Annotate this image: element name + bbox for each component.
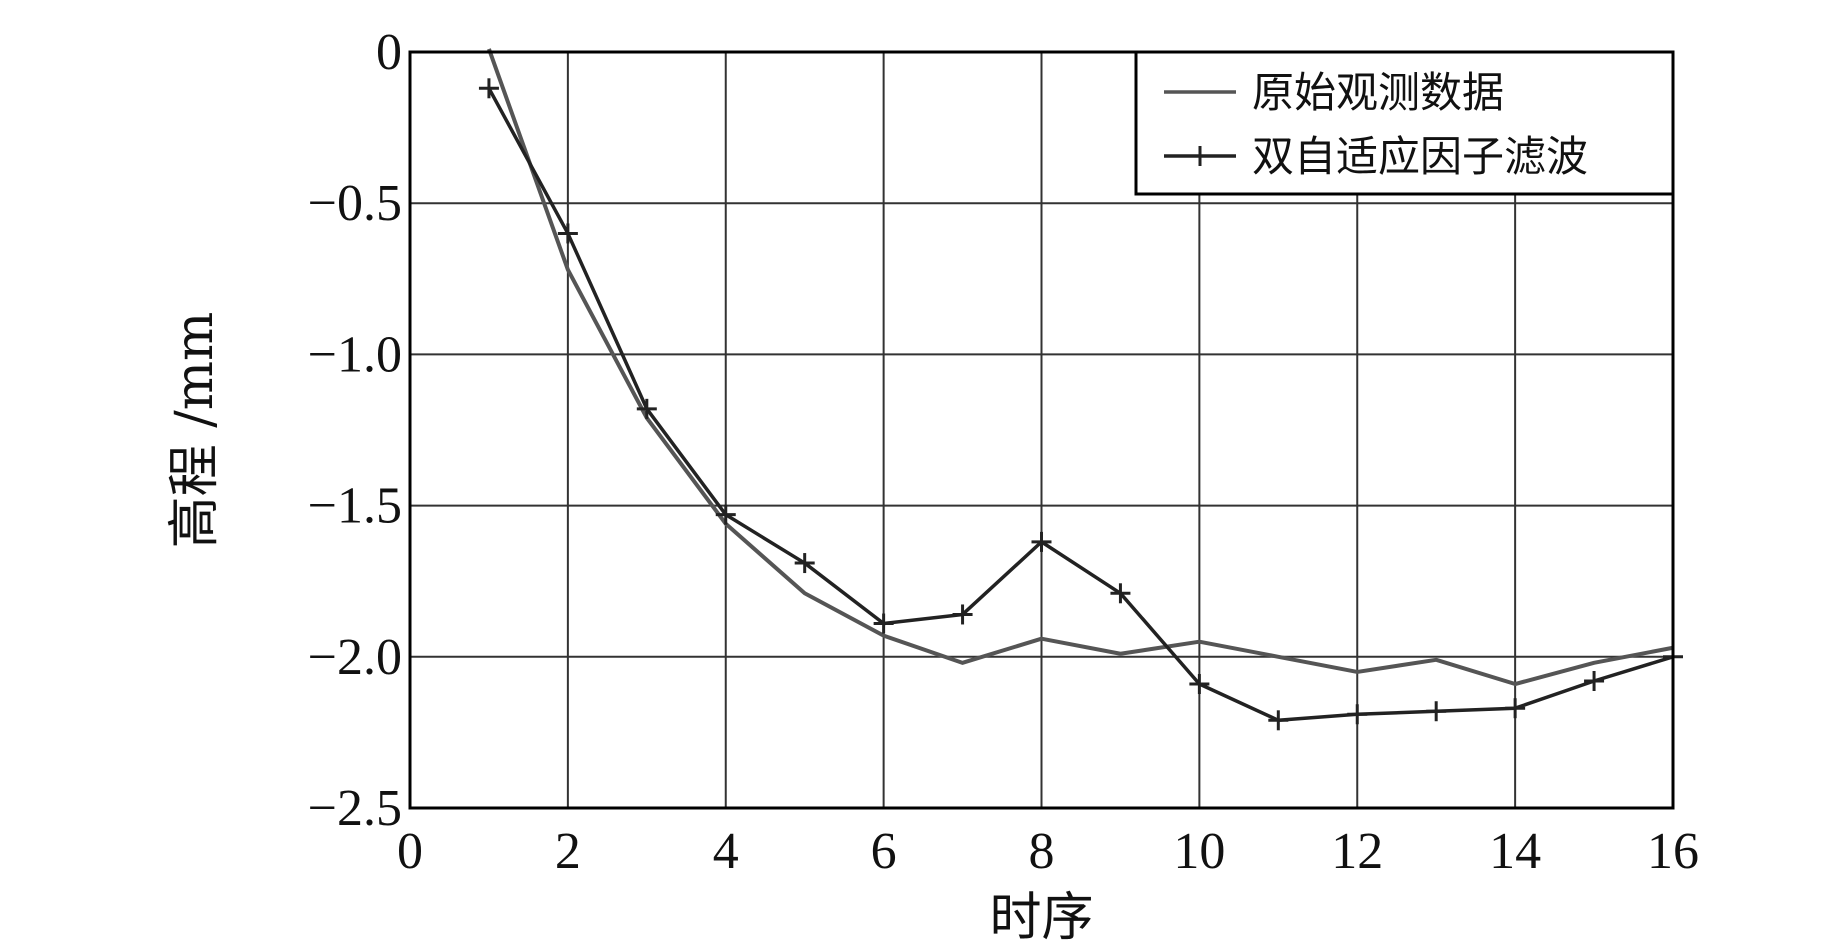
- x-tick-label: 6: [871, 823, 897, 880]
- y-tick-label: −1.5: [308, 478, 402, 535]
- data-point-marker: [1031, 531, 1052, 552]
- x-tick-label: 10: [1173, 823, 1225, 880]
- data-point-marker: [1426, 701, 1447, 722]
- data-point-marker: [1189, 674, 1210, 695]
- x-axis-title: 时序: [989, 888, 1093, 945]
- data-point-marker: [794, 553, 815, 574]
- data-point-marker: [715, 504, 736, 525]
- legend-label-1: 双自适应因子滤波: [1252, 132, 1588, 181]
- series-line-1: [487, 87, 1674, 723]
- legend-box: [1134, 50, 1675, 196]
- x-tick-label: 8: [1029, 823, 1055, 880]
- x-tick-label: 12: [1331, 823, 1383, 880]
- y-tick-label: −1.0: [308, 326, 402, 383]
- data-point-marker: [1505, 698, 1526, 719]
- y-tick-label: −0.5: [308, 175, 402, 232]
- y-axis-title: 高程 /mm: [165, 312, 225, 549]
- y-tick-label: 0: [376, 24, 402, 81]
- data-point-marker: [1110, 583, 1131, 604]
- data-point-marker: [636, 398, 657, 419]
- x-tick-label: 14: [1489, 823, 1541, 880]
- series-lines: [478, 48, 1683, 731]
- data-point-marker: [1268, 710, 1289, 731]
- x-tick-label: 2: [555, 823, 581, 880]
- legend-label-0: 原始观测数据: [1252, 68, 1504, 117]
- y-tick-label: −2.5: [308, 780, 402, 837]
- data-point-marker: [478, 78, 499, 99]
- x-tick-label: 0: [397, 823, 423, 880]
- series-line-0: [487, 48, 1674, 687]
- data-point-marker: [1347, 704, 1368, 725]
- y-tick-label: −2.0: [308, 629, 402, 686]
- plot-frame: [408, 50, 1675, 810]
- tick-labels: 0 2 4 6 8 10 12 14 16 0 −0.5 −1.0 −1.5 −2.0 −2.5: [308, 24, 1699, 880]
- data-point-marker: [873, 613, 894, 634]
- data-point-marker: [557, 223, 578, 244]
- x-tick-label: 4: [713, 823, 739, 880]
- x-tick-label: 16: [1647, 823, 1699, 880]
- data-point-marker: [1584, 670, 1605, 691]
- data-point-marker: [952, 604, 973, 625]
